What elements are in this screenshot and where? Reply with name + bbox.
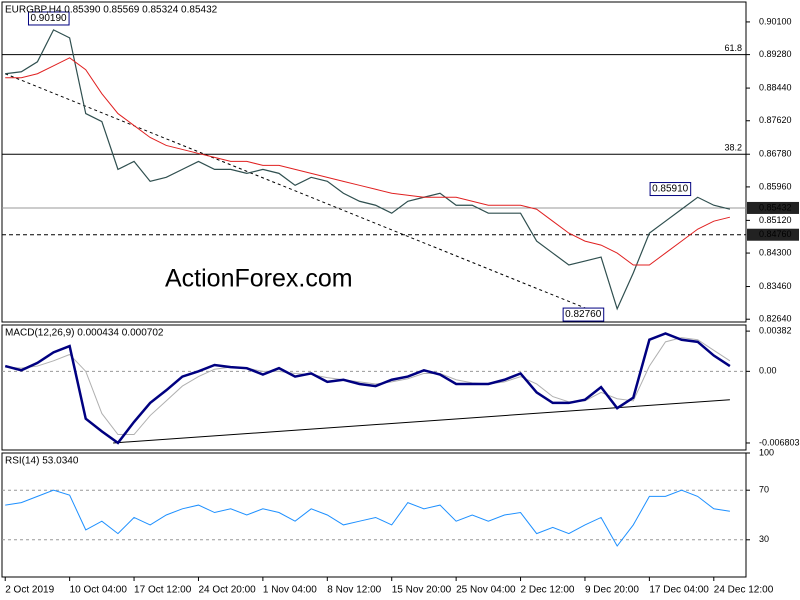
annotation-box — [562, 307, 605, 322]
series-line — [5, 489, 730, 547]
panel-title: MACD(12,26,9) 0.000434 0.000702 — [5, 328, 164, 339]
x-tick-label: 9 Dec 20:00 — [585, 585, 639, 596]
x-tick-label: 1 Nov 04:00 — [263, 585, 317, 596]
price-label-box — [747, 201, 799, 214]
annotation-label: 0.85910 — [652, 184, 689, 195]
x-tick-label: 8 Nov 12:00 — [327, 585, 381, 596]
y-tick-label: 0.88440 — [759, 82, 792, 92]
y-tick-label: -0.006803 — [759, 437, 800, 447]
x-tick-label: 24 Dec 12:00 — [714, 585, 774, 596]
x-tick-label: 17 Oct 12:00 — [134, 585, 192, 596]
y-tick-label: 30 — [759, 534, 769, 544]
panel-frame — [1, 324, 747, 451]
watermark: ActionForex.com — [165, 265, 353, 293]
x-tick-label: 24 Oct 20:00 — [198, 585, 256, 596]
y-tick-label: 0.00382 — [759, 325, 792, 335]
y-tick-label: 0.84300 — [759, 247, 792, 257]
trendline — [5, 73, 602, 315]
y-tick-label: 0.00 — [759, 366, 777, 376]
panel-title: RSI(14) 53.0340 — [5, 456, 79, 467]
x-tick-label: 2 Dec 12:00 — [521, 585, 575, 596]
series-line — [5, 337, 731, 436]
y-tick-label: 0.85960 — [759, 181, 792, 191]
annotation-label: 0.90190 — [30, 13, 67, 24]
x-tick-label: 2 Oct 2019 — [5, 585, 54, 596]
x-tick-label: 15 Nov 20:00 — [392, 585, 452, 596]
annotation-box — [27, 11, 70, 26]
y-tick-label: 0.82640 — [759, 314, 792, 324]
y-tick-label: 100 — [759, 447, 774, 457]
panel-frame — [1, 452, 747, 578]
x-tick-label: 10 Oct 04:00 — [70, 585, 128, 596]
level-label: 61.8 — [724, 43, 742, 53]
y-tick-label: 0.90100 — [759, 16, 792, 26]
price-label: 0.85432 — [759, 202, 792, 212]
x-tick-label: 25 Nov 04:00 — [456, 585, 516, 596]
y-tick-label: 0.87620 — [759, 115, 792, 125]
annotation-box — [649, 182, 692, 197]
price-label-box — [747, 228, 799, 241]
level-label: 38.2 — [724, 143, 742, 153]
annotation-label: 0.82760 — [565, 309, 602, 320]
trendline — [113, 399, 730, 444]
panel-title: EURGBP,H4 0.85390 0.85569 0.85324 0.8543… — [5, 5, 218, 16]
series-line — [4, 332, 731, 445]
y-tick-label: 0.86780 — [759, 149, 792, 159]
price-label: 0.84760 — [759, 229, 792, 239]
y-tick-label: 0.83460 — [759, 281, 792, 291]
y-tick-label: 70 — [759, 485, 769, 495]
x-tick-label: 17 Dec 04:00 — [649, 585, 709, 596]
series-line — [5, 57, 731, 266]
panel-frame — [1, 1, 747, 323]
y-tick-label: 0.89280 — [759, 49, 792, 59]
y-tick-label: 0.85120 — [759, 215, 792, 225]
series-line — [5, 29, 731, 311]
